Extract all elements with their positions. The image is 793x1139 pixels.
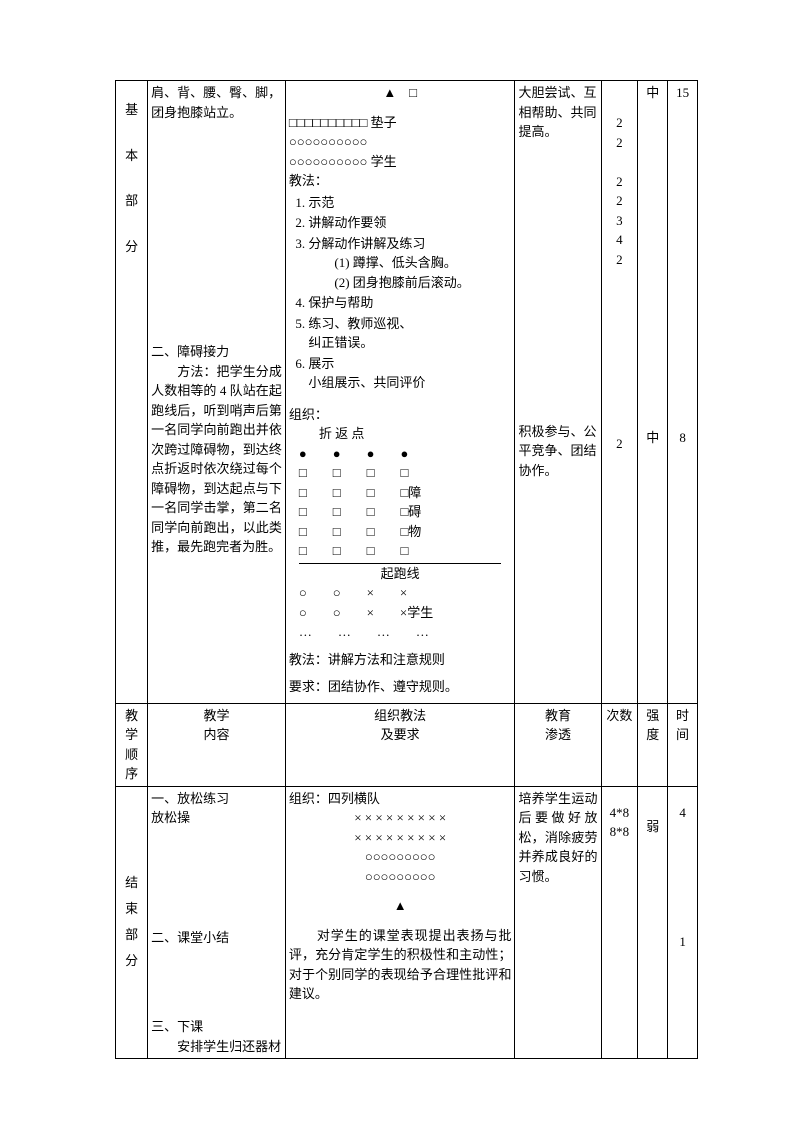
- time-1: 15: [671, 83, 694, 103]
- method-cell-basic: ▲ □ □□□□□□□□□□ 垫子 ○○○○○○○○○○ ○○○○○○○○○○ …: [285, 81, 515, 704]
- students-row: ○○○○○○○○○○: [289, 132, 512, 152]
- dots-row: ● ● ● ●: [289, 444, 512, 464]
- seq-label: 基本部分: [119, 87, 144, 269]
- start-row: ○ ○ × ×: [289, 583, 512, 603]
- intensity-cell-end: 弱: [638, 786, 668, 1059]
- count-cell-basic: 2 2 2 2 3 4 2 2: [601, 81, 638, 704]
- teach-item: 展示 小组展示、共同评价: [308, 354, 511, 393]
- content-t1b: 放松操: [151, 808, 282, 828]
- count-values-2: 2: [605, 434, 635, 454]
- header-intensity: 强度: [638, 703, 668, 786]
- content-method-2: 方法：把学生分成人数相等的 4 队站在起跑线后，听到哨声后第一名同学向前跑出并依…: [151, 362, 282, 557]
- students-row: ○○○○○○○○○○ 学生: [289, 152, 512, 172]
- content-t3b: 安排学生归还器材: [151, 1037, 282, 1057]
- req-line-2: 要求：团结协作、遵守规则。: [289, 677, 512, 697]
- teach-subline: 小组展示、共同评价: [308, 373, 511, 393]
- teach-subitem: (2) 团身抱膝前后滚动。: [308, 273, 511, 293]
- intensity-1: 中: [641, 83, 664, 103]
- content-title-2: 二、障碍接力: [151, 342, 282, 362]
- fold-label: 折 返 点: [289, 424, 512, 444]
- seq-cell-basic: 基本部分: [116, 81, 148, 704]
- lesson-plan-table: 基本部分 肩、背、腰、臀、脚，团身抱膝站立。 二、障碍接力 方法：把学生分成人数…: [115, 80, 698, 1059]
- header-edu: 教育 渗透: [515, 703, 601, 786]
- time-end-1: 4: [671, 803, 694, 823]
- seq-cell-end: 结束部分: [116, 786, 148, 1059]
- header-method: 组织教法 及要求: [285, 703, 515, 786]
- time-end-2: 1: [671, 932, 694, 952]
- shape-row: ▲ □: [289, 83, 512, 103]
- content-t2: 二、课堂小结: [151, 928, 282, 948]
- org2-label: 组织：: [289, 405, 512, 425]
- edu-cell-basic: 大胆尝试、互相帮助、共同提高。 积极参与、公平竞争、团结协作。: [515, 81, 601, 704]
- content-cell-end: 一、放松练习 放松操 二、课堂小结 三、下课 安排学生归还器材: [148, 786, 286, 1059]
- header-content: 教学 内容: [148, 703, 286, 786]
- table-row: 结束部分 一、放松练习 放松操 二、课堂小结 三、下课 安排学生归还器材 组织：…: [116, 786, 698, 1059]
- x-row: × × × × × × × × ×: [289, 808, 512, 828]
- count-values-1: 2 2 2 2 3 4 2: [605, 113, 635, 269]
- content-t1: 一、放松练习: [151, 789, 282, 809]
- time-2: 8: [671, 428, 694, 448]
- org-label: 组织：四列横队: [289, 789, 512, 809]
- content-text-1: 肩、背、腰、臀、脚，团身抱膝站立。: [151, 83, 282, 122]
- teach-item: 保护与帮助: [308, 293, 511, 313]
- teach-subitem: (1) 蹲撑、低头含胸。: [308, 253, 511, 273]
- start-row: … … … …: [289, 622, 512, 642]
- triangle-icon: ▲: [289, 896, 512, 916]
- sq-row: □ □ □ □物: [289, 522, 512, 542]
- header-time: 时间: [668, 703, 698, 786]
- startline-label: 起跑线: [289, 564, 512, 584]
- intensity-2: 中: [641, 428, 664, 448]
- intensity-end: 弱: [641, 817, 664, 837]
- o-row: ○○○○○○○○○: [289, 867, 512, 887]
- page: 基本部分 肩、背、腰、臀、脚，团身抱膝站立。 二、障碍接力 方法：把学生分成人数…: [0, 0, 793, 1139]
- count-values-end: 4*8 8*8: [605, 803, 635, 842]
- teach-subline: 纠正错误。: [308, 333, 511, 353]
- teach-list: 示范 讲解动作要领 分解动作讲解及练习 (1) 蹲撑、低头含胸。 (2) 团身抱…: [289, 193, 512, 393]
- sq-row: □ □ □ □: [289, 463, 512, 483]
- teach-item: 讲解动作要领: [308, 213, 511, 233]
- o-row: ○○○○○○○○○: [289, 847, 512, 867]
- teach-item: 分解动作讲解及练习 (1) 蹲撑、低头含胸。 (2) 团身抱膝前后滚动。: [308, 234, 511, 293]
- edu-text-1: 大胆尝试、互相帮助、共同提高。: [518, 83, 597, 142]
- content-t3: 三、下课: [151, 1017, 282, 1037]
- header-count: 次数: [601, 703, 638, 786]
- teach-label: 教法：: [289, 171, 512, 191]
- summary-text: 对学生的课堂表现提出表扬与批评，充分肯定学生的积极性和主动性；对于个别同学的表现…: [289, 926, 512, 1004]
- header-seq: 教学顺序: [116, 703, 148, 786]
- table-row: 基本部分 肩、背、腰、臀、脚，团身抱膝站立。 二、障碍接力 方法：把学生分成人数…: [116, 81, 698, 704]
- count-cell-end: 4*8 8*8: [601, 786, 638, 1059]
- teach-line-2: 教法：讲解方法和注意规则: [289, 650, 512, 670]
- teach-item: 练习、教师巡视、 纠正错误。: [308, 314, 511, 353]
- time-cell-basic: 15 8: [668, 81, 698, 704]
- mats-row: □□□□□□□□□□ 垫子: [289, 113, 512, 133]
- table-header-row: 教学顺序 教学 内容 组织教法 及要求 教育 渗透 次数 强度 时间: [116, 703, 698, 786]
- content-cell-basic: 肩、背、腰、臀、脚，团身抱膝站立。 二、障碍接力 方法：把学生分成人数相等的 4…: [148, 81, 286, 704]
- edu-text-2: 积极参与、公平竞争、团结协作。: [518, 422, 597, 481]
- sq-row: □ □ □ □碍: [289, 502, 512, 522]
- x-row: × × × × × × × × ×: [289, 828, 512, 848]
- teach-item: 示范: [308, 193, 511, 213]
- method-cell-end: 组织：四列横队 × × × × × × × × × × × × × × × × …: [285, 786, 515, 1059]
- sq-row: □ □ □ □障: [289, 483, 512, 503]
- intensity-cell-basic: 中 中: [638, 81, 668, 704]
- edu-text-end: 培养学生运动后要做好放松，消除疲劳并养成良好的习惯。: [518, 789, 597, 887]
- seq-label-end: 结束部分: [119, 870, 144, 974]
- sq-row: □ □ □ □: [289, 541, 512, 561]
- start-row: ○ ○ × ×学生: [289, 603, 512, 623]
- edu-cell-end: 培养学生运动后要做好放松，消除疲劳并养成良好的习惯。: [515, 786, 601, 1059]
- time-cell-end: 4 1: [668, 786, 698, 1059]
